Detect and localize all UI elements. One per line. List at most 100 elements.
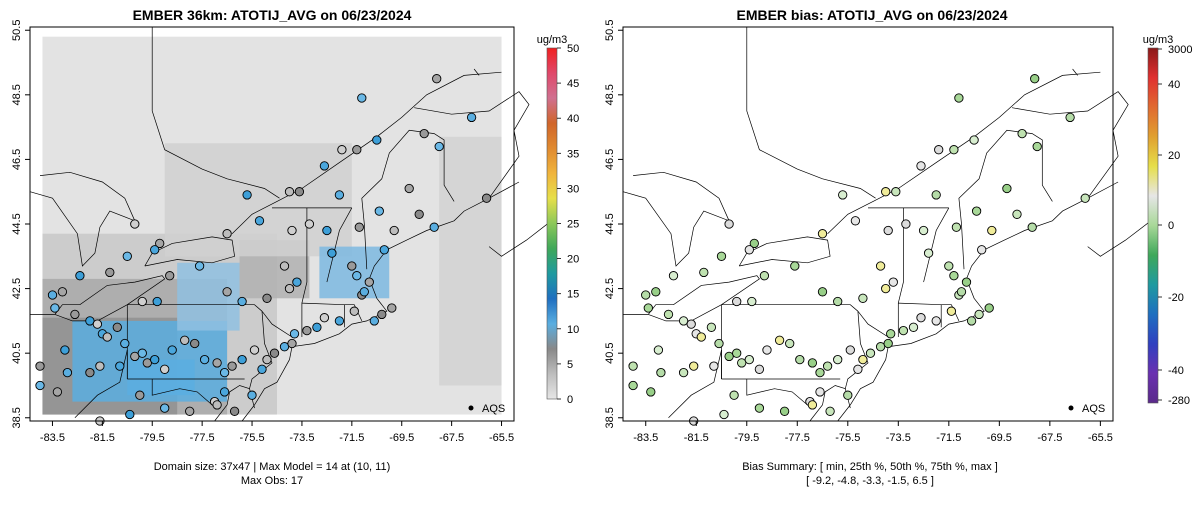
left-map-line <box>361 129 455 270</box>
right-station <box>858 354 868 365</box>
right-colorbar-ticks: 3000 40 20 0 -20 -40 -280 <box>1158 44 1192 407</box>
left-station <box>466 112 477 123</box>
right-station <box>817 229 828 239</box>
left-map-line <box>249 311 273 389</box>
right-station <box>641 290 651 300</box>
right-colorbar-tick-label: -20 <box>1168 292 1184 304</box>
right-x-tick-label: -83.5 <box>633 432 658 444</box>
right-station <box>815 367 825 378</box>
right-map-line <box>897 207 904 337</box>
left-colorbar-tick-label: 20 <box>567 254 579 266</box>
left-x-tick-label: -69.5 <box>389 432 414 444</box>
left-station <box>155 238 165 249</box>
right-station <box>754 364 765 374</box>
left-station <box>334 190 345 200</box>
left-map-line <box>301 207 308 337</box>
left-station <box>115 361 125 371</box>
right-map-line <box>844 311 869 389</box>
right-colorbar-frame <box>1147 47 1159 404</box>
right-station <box>886 329 896 339</box>
right-station <box>668 271 679 281</box>
right-station <box>744 245 754 255</box>
right-station <box>974 309 984 320</box>
right-station <box>628 380 638 391</box>
left-colorbar-unit: ug/m3 <box>537 34 568 46</box>
right-station <box>762 345 772 355</box>
right-station <box>843 390 853 400</box>
right-station <box>1030 74 1040 84</box>
left-x-tick-label: -65.5 <box>489 432 514 444</box>
left-panel: EMBER 36km: ATOTIJ_AVG on 06/23/2024 -83… <box>11 7 579 487</box>
left-station <box>334 316 345 326</box>
right-station <box>709 361 719 371</box>
right-station <box>944 261 954 271</box>
left-caption-line2: Max Obs: 17 <box>241 475 303 487</box>
right-map-lines <box>622 27 1152 422</box>
right-legend-marker <box>1068 405 1074 411</box>
right-station <box>888 277 898 287</box>
left-station <box>254 216 265 226</box>
right-station <box>724 351 734 362</box>
right-stations <box>628 74 1090 426</box>
left-station <box>419 128 429 139</box>
left-station <box>150 354 160 365</box>
right-station <box>875 261 886 271</box>
left-station <box>194 261 205 271</box>
left-field-block <box>177 262 240 331</box>
right-colorbar-tick-label: -40 <box>1168 365 1184 377</box>
left-colorbar-tick-label: 35 <box>567 148 579 160</box>
left-station <box>364 277 374 287</box>
right-colorbar-unit: ug/m3 <box>1143 34 1174 46</box>
left-station <box>50 303 60 313</box>
right-station <box>678 367 689 378</box>
right-station <box>724 219 734 229</box>
left-station <box>352 271 362 281</box>
right-station <box>678 316 689 326</box>
left-x-tick-label: -67.5 <box>439 432 464 444</box>
left-station <box>377 309 387 320</box>
right-y-tick-label: 40.5 <box>604 342 616 363</box>
left-station <box>352 145 362 155</box>
right-station <box>744 354 754 365</box>
right-station <box>825 406 835 416</box>
left-station <box>212 400 222 410</box>
left-map-line <box>151 379 213 406</box>
left-station <box>160 364 170 374</box>
right-station <box>732 296 742 307</box>
left-field-block <box>439 136 502 386</box>
right-station <box>716 251 727 261</box>
right-station <box>833 296 843 307</box>
left-station <box>404 183 414 194</box>
right-x-axis: -83.5 -81.5 -79.5 -77.5 -75.5 -73.5 -71.5 -69.5… <box>633 421 1113 444</box>
left-y-axis: 38.5 40.5 42.5 44.5 46.5 48.5 50.5 <box>11 20 30 428</box>
left-station <box>302 325 312 336</box>
right-caption-line2: [ -9.2, -4.8, -3.3, -1.5, 6.5 ] <box>806 475 934 487</box>
left-station <box>35 380 45 391</box>
right-station <box>934 145 944 155</box>
right-station <box>977 245 987 255</box>
left-colorbar-tick-label: 10 <box>567 324 579 336</box>
left-x-axis: -83.5 -81.5 -79.5 -77.5 -75.5 -73.5 -71.5 -69.5… <box>40 421 514 444</box>
left-station <box>167 345 177 355</box>
right-station <box>1012 209 1022 219</box>
left-station <box>180 335 190 345</box>
left-station <box>284 283 295 294</box>
right-station <box>759 271 770 281</box>
left-y-tick-label: 48.5 <box>11 84 23 105</box>
right-station <box>815 387 825 397</box>
right-station <box>916 313 926 323</box>
right-caption-line1: Bias Summary: [ min, 25th %, 50th %, 75t… <box>742 461 998 473</box>
left-station <box>319 161 330 171</box>
right-x-tick-label: -79.5 <box>734 432 759 444</box>
right-colorbar-tick-label: -280 <box>1168 395 1190 407</box>
right-colorbar-tick-label: 0 <box>1168 220 1174 232</box>
right-station <box>747 296 757 307</box>
right-station <box>838 190 848 200</box>
left-station <box>387 303 397 313</box>
right-map-line <box>721 304 859 312</box>
right-y-tick-label: 44.5 <box>604 213 616 234</box>
right-station <box>865 348 876 358</box>
right-station <box>1032 141 1042 152</box>
left-station <box>354 222 364 232</box>
